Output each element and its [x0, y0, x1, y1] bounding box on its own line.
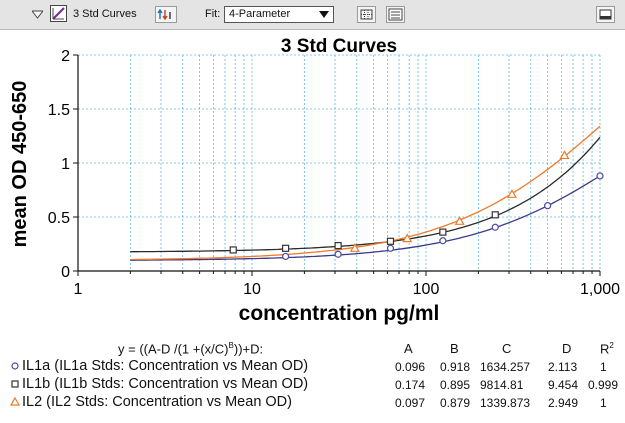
row-r2: 1	[600, 396, 607, 410]
window-icon	[597, 7, 614, 22]
x-tick-label: 1	[74, 281, 83, 298]
grid-icon	[358, 7, 375, 22]
x-tick-label: 1,000	[580, 281, 620, 298]
data-point-il1b	[387, 238, 393, 244]
row-c: 1634.257	[480, 360, 530, 374]
row-a: 0.096	[395, 360, 425, 374]
header-d: D	[562, 341, 571, 356]
chart: 0 0.5 1 1.5 2 1 10 100 1,000 3 Std Curves concen…	[0, 30, 625, 336]
row-label: IL1b (IL1b Stds: Concentration vs Mean O…	[22, 376, 308, 392]
data-point-il1b	[440, 229, 446, 235]
row-d: 2.113	[548, 360, 577, 374]
x-tick-label: 100	[413, 281, 440, 298]
data-point-il1a	[387, 245, 393, 251]
sort-icon	[156, 7, 176, 22]
row-a: 0.174	[395, 378, 425, 392]
row-label: IL1a (IL1a Stds: Concentration vs Mean O…	[22, 358, 308, 374]
y-tick-label: 1.5	[48, 102, 70, 119]
x-axis-label: concentration pg/ml	[239, 302, 440, 325]
data-point-il1a	[545, 203, 551, 209]
fit-label: Fit:	[205, 6, 220, 23]
square-marker-icon	[10, 376, 20, 390]
y-tick-label: 0	[61, 264, 70, 281]
fit-select-value: 4-Parameter	[229, 7, 290, 22]
data-point-il1a	[440, 238, 446, 244]
header-b: B	[450, 341, 459, 356]
data-point-il1b	[230, 247, 236, 253]
chart-title: 3 Std Curves	[281, 36, 397, 57]
legend-icon	[387, 7, 404, 22]
equation-table: y = ((A-D /(1 +(x/C)B))+D: A B C D R2 IL…	[0, 340, 625, 420]
data-point-il1b	[492, 212, 498, 218]
row-c: 9814.81	[480, 378, 523, 392]
row-r2: 0.999	[588, 378, 618, 392]
header-c: C	[502, 341, 511, 356]
chevron-down-icon	[319, 11, 329, 18]
triangle-marker-icon	[10, 394, 20, 408]
row-b: 0.918	[440, 360, 470, 374]
legend-toggle-button[interactable]	[386, 6, 405, 23]
disclosure-triangle-icon[interactable]	[32, 10, 43, 27]
header-r2: R2	[600, 341, 614, 356]
y-tick-label: 0.5	[48, 210, 70, 227]
row-c: 1339.873	[480, 396, 530, 410]
sort-button[interactable]	[155, 6, 177, 23]
plot-curve-icon[interactable]	[50, 5, 67, 22]
data-point-il1b	[335, 243, 341, 249]
row-b: 0.895	[440, 378, 470, 392]
row-label: IL2 (IL2 Stds: Concentration vs Mean OD)	[22, 394, 292, 410]
row-d: 9.454	[548, 378, 578, 392]
data-point-il1a	[492, 224, 498, 230]
data-point-il1b	[283, 245, 289, 251]
y-tick-label: 2	[61, 48, 70, 65]
row-d: 2.949	[548, 396, 578, 410]
y-axis-label: mean OD 450-650	[9, 81, 31, 248]
toolbar: 3 Std Curves Fit: 4-Parameter	[0, 0, 625, 30]
header-a: A	[404, 341, 413, 356]
equation-formula: y = ((A-D /(1 +(x/C)B))+D:	[118, 341, 263, 356]
row-r2: 1	[600, 360, 607, 374]
grid-toggle-button[interactable]	[357, 6, 376, 23]
plot-name: 3 Std Curves	[73, 6, 137, 23]
data-point-il1a	[597, 173, 603, 179]
circle-marker-icon	[10, 358, 20, 372]
fit-select[interactable]: 4-Parameter	[224, 6, 334, 23]
row-a: 0.097	[395, 396, 425, 410]
x-tick-label: 10	[243, 281, 261, 298]
y-tick-label: 1	[61, 156, 70, 173]
data-point-il1a	[335, 251, 341, 257]
row-b: 0.879	[440, 396, 470, 410]
window-button[interactable]	[596, 6, 615, 23]
data-point-il1a	[283, 253, 289, 259]
